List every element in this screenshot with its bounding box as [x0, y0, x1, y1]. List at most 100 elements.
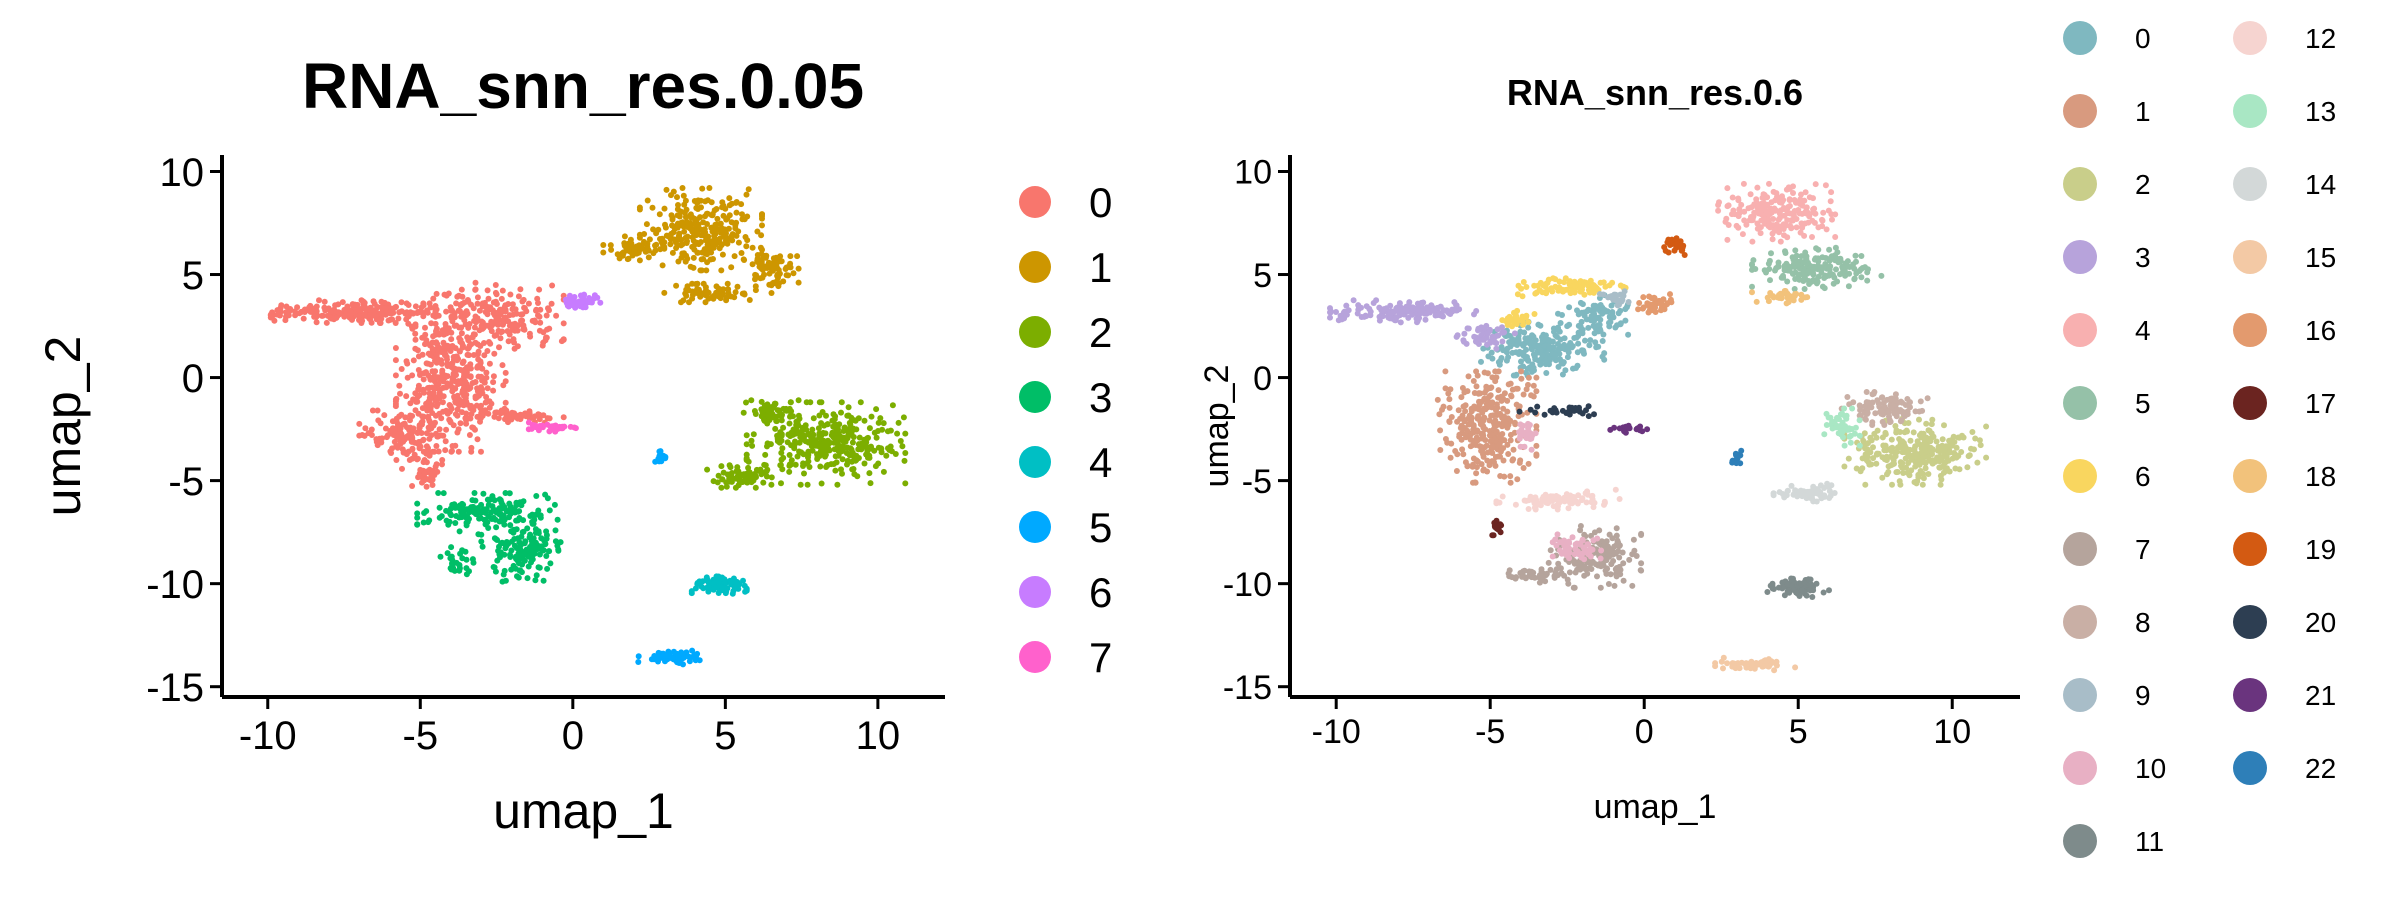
data-point — [1457, 425, 1464, 431]
data-point — [1826, 257, 1833, 264]
data-point — [1562, 275, 1569, 282]
cluster-2-points — [704, 397, 909, 491]
data-point — [718, 463, 725, 470]
data-point — [1442, 368, 1449, 375]
data-point — [414, 456, 421, 463]
data-point — [1498, 397, 1505, 404]
data-point — [433, 443, 440, 449]
legend-swatch — [1019, 446, 1051, 478]
data-point — [434, 433, 441, 440]
data-point — [1720, 665, 1726, 672]
data-point — [900, 414, 907, 421]
data-point — [415, 386, 422, 393]
data-point — [458, 286, 465, 293]
data-point — [1588, 493, 1595, 500]
legend-item-7: 7 — [1019, 634, 1112, 681]
data-point — [527, 513, 534, 519]
data-point — [1781, 212, 1788, 219]
data-point — [682, 197, 689, 204]
data-point — [1497, 453, 1503, 460]
data-point — [1597, 327, 1604, 334]
data-point — [1856, 402, 1863, 409]
data-point — [321, 304, 328, 311]
data-point — [1911, 447, 1918, 454]
data-point — [857, 399, 864, 406]
data-point — [1551, 574, 1558, 581]
data-point — [591, 292, 598, 299]
data-point — [1864, 277, 1871, 284]
data-point — [650, 250, 657, 257]
data-point — [1897, 418, 1904, 425]
data-point — [694, 580, 701, 586]
data-point — [772, 425, 779, 432]
data-point — [1488, 384, 1495, 391]
data-point — [703, 210, 710, 217]
data-point — [752, 283, 759, 290]
point-cloud — [1327, 180, 1990, 674]
data-point — [1474, 427, 1481, 434]
data-point — [1525, 421, 1532, 428]
data-point — [1943, 454, 1950, 460]
data-point — [668, 192, 674, 199]
data-point — [1579, 564, 1586, 571]
data-point — [1609, 309, 1616, 315]
data-point — [1839, 265, 1846, 272]
data-point — [419, 418, 426, 425]
data-point — [495, 415, 502, 422]
data-point — [433, 290, 440, 297]
data-point — [520, 296, 527, 303]
data-point — [1638, 532, 1645, 538]
data-point — [1493, 498, 1500, 505]
data-point — [449, 388, 456, 395]
data-point — [543, 532, 550, 539]
data-point — [1465, 421, 1472, 428]
data-point — [1591, 311, 1598, 317]
data-point — [404, 360, 411, 367]
data-point — [412, 407, 419, 414]
data-point — [519, 317, 526, 324]
data-point — [1790, 190, 1796, 196]
data-point — [1586, 342, 1593, 349]
data-point — [274, 311, 281, 318]
data-point — [725, 286, 732, 293]
data-point — [743, 191, 750, 198]
data-point — [1550, 344, 1557, 351]
data-point — [1542, 491, 1549, 498]
data-point — [509, 409, 516, 416]
data-point — [600, 242, 607, 248]
data-point — [710, 478, 717, 485]
data-point — [1740, 180, 1747, 187]
data-point — [1561, 572, 1568, 579]
data-point — [475, 348, 482, 355]
data-point — [1458, 394, 1465, 401]
data-point — [1878, 272, 1885, 279]
data-point — [1916, 408, 1923, 415]
data-point — [1805, 219, 1812, 226]
data-point — [477, 415, 484, 422]
data-point — [361, 311, 368, 318]
data-point — [875, 460, 882, 467]
data-point — [416, 424, 423, 431]
data-point — [1507, 479, 1514, 486]
data-point — [1788, 482, 1795, 489]
data-point — [424, 407, 431, 414]
data-point — [496, 496, 503, 503]
data-point — [1395, 306, 1401, 313]
data-point — [422, 341, 428, 348]
data-point — [1797, 196, 1804, 203]
data-point — [1804, 209, 1811, 216]
data-point — [1456, 433, 1463, 440]
data-point — [1446, 404, 1453, 411]
data-point — [481, 340, 487, 346]
data-point — [1447, 454, 1454, 461]
data-point — [531, 413, 538, 420]
data-point — [1546, 337, 1553, 344]
data-point — [529, 520, 536, 527]
data-point — [1459, 412, 1466, 419]
data-point — [319, 312, 326, 319]
data-point — [1872, 410, 1879, 417]
data-point — [752, 276, 758, 283]
data-point — [1844, 258, 1851, 265]
data-point — [704, 244, 711, 251]
data-point — [1769, 236, 1776, 243]
